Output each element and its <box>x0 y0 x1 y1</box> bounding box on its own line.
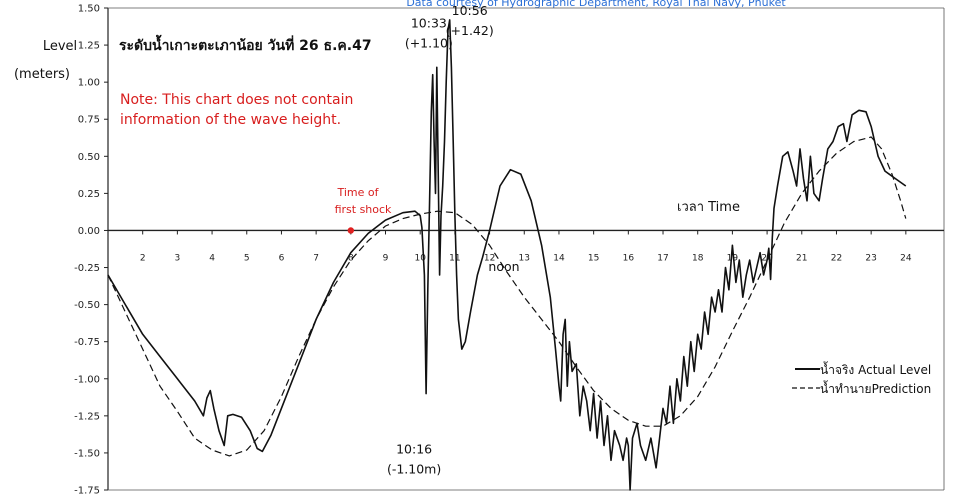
x-tick-label: 19 <box>727 253 739 263</box>
x-tick-label: 5 <box>244 253 250 263</box>
y-tick-label: -0.25 <box>74 263 100 274</box>
annotation-time: 10:33 <box>411 15 447 30</box>
x-tick-label: 15 <box>588 253 599 263</box>
legend-label-prediction: น้ำทำนายPrediction <box>820 380 931 396</box>
x-tick-label: 12 <box>484 253 495 263</box>
x-axis-label: เวลา Time <box>677 200 740 215</box>
y-tick-label: 1.50 <box>78 4 100 15</box>
y-tick-label: -1.75 <box>74 486 100 495</box>
x-tick-label: 6 <box>279 253 285 263</box>
y-tick-label: -1.25 <box>74 411 100 422</box>
y-tick-label: 0.00 <box>78 226 100 237</box>
series-group <box>107 19 907 491</box>
y-tick-label: 0.25 <box>78 189 100 200</box>
plot-frame <box>107 7 945 491</box>
legend: น้ำจริง Actual Level น้ำทำนายPrediction <box>792 361 931 396</box>
chart-title: ระดับน้ำเกาะตะเภาน้อย วันที่ 26 ธ.ค.47 <box>119 34 372 54</box>
first-shock-label-line2: first shock <box>335 203 392 216</box>
top-credit-text: Data courtesy of Hydrographic Department… <box>406 0 786 9</box>
x-tick-label: 3 <box>175 253 181 263</box>
annotation-time: 10:16 <box>396 442 432 457</box>
annotation-value: (-1.10m) <box>387 462 441 477</box>
x-tick-label: 4 <box>209 253 215 263</box>
y-tick-label: 0.50 <box>78 152 100 163</box>
annotation-value: (+1.10) <box>405 35 453 50</box>
note-line-2: information of the wave height. <box>120 112 341 128</box>
x-tick-label: 14 <box>553 253 565 263</box>
x-tick-label: 17 <box>657 253 668 263</box>
x-tick-label: 9 <box>383 253 389 263</box>
actual-level-line <box>107 19 907 491</box>
x-tick-label: 24 <box>900 253 912 263</box>
first-shock-dot <box>347 227 355 234</box>
y-tick-label: 1.00 <box>78 78 100 89</box>
prediction-line <box>107 136 907 457</box>
first-shock-label-line1: Time of <box>336 186 379 199</box>
x-tick-label: 16 <box>623 253 635 263</box>
y-tick-label: 0.75 <box>78 115 100 126</box>
y-tick-label: -0.75 <box>74 337 100 348</box>
x-tick-labels: 2 3 4 5 6 7 8 9 10 11 12 13 14 15 16 17 18 19 20 21 22 23 24 <box>140 230 912 263</box>
y-axis-label-line1: Level <box>43 39 77 54</box>
y-tick-label: -1.00 <box>74 374 100 385</box>
x-tick-label: 2 <box>140 253 146 263</box>
x-tick-label: 8 <box>348 253 354 263</box>
x-tick-label: 23 <box>865 253 876 263</box>
legend-label-actual: น้ำจริง Actual Level <box>820 361 931 377</box>
y-tick-label: -0.50 <box>74 300 100 311</box>
x-tick-label: 13 <box>519 253 530 263</box>
x-tick-label: 21 <box>796 253 807 263</box>
y-tick-label: 1.25 <box>78 41 100 52</box>
annotation-time: 10:56 <box>452 3 488 18</box>
x-tick-label: 10 <box>414 253 426 263</box>
x-tick-label: 22 <box>831 253 842 263</box>
x-tick-label: 7 <box>313 253 319 263</box>
annotation-group: 10:33 (+1.10) 10:56 (+1.42) 10:16 (-1.10m) <box>347 3 494 477</box>
annotation-value: (+1.42) <box>446 23 494 38</box>
y-tick-label: -1.50 <box>74 448 100 459</box>
note-line-1: Note: This chart does not contain <box>120 92 353 108</box>
y-axis-label-line2: (meters) <box>14 67 70 82</box>
x-tick-label: 11 <box>449 253 460 263</box>
x-tick-label: 18 <box>692 253 704 263</box>
y-tick-labels: 1.50 1.25 1.00 0.75 0.50 0.25 0.00 -0.25 -0.50 -0… <box>74 4 108 495</box>
